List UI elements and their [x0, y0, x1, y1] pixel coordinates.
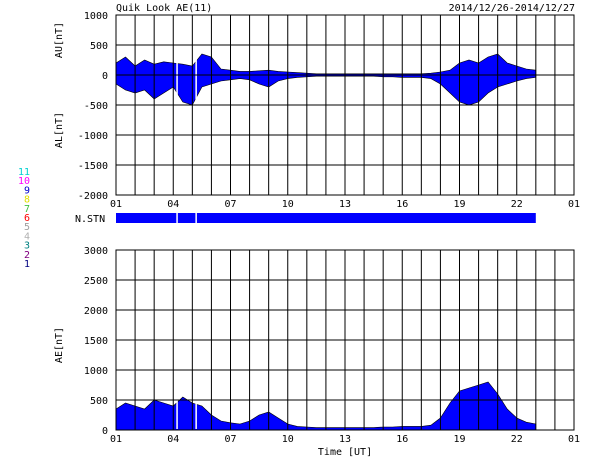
time-axis-label: Time [UT] [318, 447, 372, 458]
au-al-y-tick-label: 0 [102, 71, 108, 82]
ae-x-tick-label: 19 [453, 434, 465, 445]
au-al-x-tick-label: 01 [568, 199, 580, 210]
au-al-y-tick-label: -500 [84, 101, 108, 112]
station-count-label: N.STN [75, 214, 105, 225]
station-legend-entry: 4 [24, 231, 30, 242]
ae-grid [116, 250, 574, 430]
ae-y-tick-label: 1500 [84, 336, 108, 347]
ae-y-tick-label: 500 [90, 396, 108, 407]
station-legend-entry: 1 [24, 259, 30, 270]
ae-panel: 3000 2500 2000 1500 1000 500 0 01 04 07 10 13 16 19 2… [54, 246, 580, 458]
ae-axis-label: AE[nT] [54, 327, 65, 363]
station-legend-entry: 10 [18, 176, 30, 187]
station-count-bar [116, 213, 536, 223]
au-al-y-tick-label: 500 [90, 41, 108, 52]
ae-y-tick-label: 0 [102, 426, 108, 437]
ae-x-tick-label: 01 [110, 434, 122, 445]
station-legend-entry: 6 [24, 213, 30, 224]
au-al-panel: 1000 500 0 -500 -1000 -1500 -2000 01 04 07 10 13 16… [54, 11, 580, 210]
station-count-panel: N.STN [75, 213, 536, 225]
station-count-segment [116, 213, 536, 223]
ae-y-tick-label: 2000 [84, 306, 108, 317]
ae-x-tick-label: 04 [167, 434, 179, 445]
station-legend-entry: 2 [24, 250, 30, 261]
ae-y-tick-label: 1000 [84, 366, 108, 377]
station-legend-entry: 3 [24, 241, 30, 252]
ae-x-ticks: 01 04 07 10 13 16 19 22 01 [110, 434, 580, 445]
au-al-grid [116, 15, 574, 195]
au-al-x-tick-label: 13 [339, 199, 351, 210]
au-al-y-tick-label: -1000 [78, 131, 108, 142]
au-al-x-tick-label: 04 [167, 199, 179, 210]
ae-series-area [115, 381, 537, 431]
al-axis-label: AL[nT] [54, 112, 65, 148]
ae-x-tick-label: 01 [568, 434, 580, 445]
au-al-y-ticks: 1000 500 0 -500 -1000 -1500 -2000 [78, 11, 108, 202]
figure-title: Quik Look AE(11) [116, 3, 212, 14]
au-al-x-ticks: 01 04 07 10 13 16 19 22 01 [110, 199, 580, 210]
au-al-x-tick-label: 07 [224, 199, 236, 210]
ae-frame [115, 249, 575, 431]
ae-x-tick-label: 07 [224, 434, 236, 445]
au-al-x-tick-label: 16 [396, 199, 408, 210]
station-legend-entry: 9 [24, 185, 30, 196]
station-legend-entry: 11 [18, 167, 30, 178]
ae-x-tick-label: 13 [339, 434, 351, 445]
station-legend-entry: 5 [24, 222, 30, 233]
ae-y-tick-label: 2500 [84, 276, 108, 287]
ae-x-tick-label: 16 [396, 434, 408, 445]
au-axis-label: AU[nT] [54, 22, 65, 58]
ae-y-tick-label: 3000 [84, 246, 108, 257]
au-al-x-tick-label: 01 [110, 199, 122, 210]
date-range: 2014/12/26-2014/12/27 [449, 3, 575, 14]
au-al-frame [115, 14, 575, 196]
ae-x-tick-label: 10 [282, 434, 294, 445]
au-al-x-tick-label: 10 [282, 199, 294, 210]
au-al-x-tick-label: 19 [453, 199, 465, 210]
ae-y-ticks: 3000 2500 2000 1500 1000 500 0 [84, 246, 108, 437]
au-al-y-tick-label: 1000 [84, 11, 108, 22]
au-al-x-tick-label: 22 [511, 199, 523, 210]
station-legend-entry: 7 [24, 204, 30, 215]
station-legend-entry: 8 [24, 195, 30, 206]
au-al-y-tick-label: -2000 [78, 191, 108, 202]
au-al-y-tick-label: -1500 [78, 161, 108, 172]
ae-x-tick-label: 22 [511, 434, 523, 445]
